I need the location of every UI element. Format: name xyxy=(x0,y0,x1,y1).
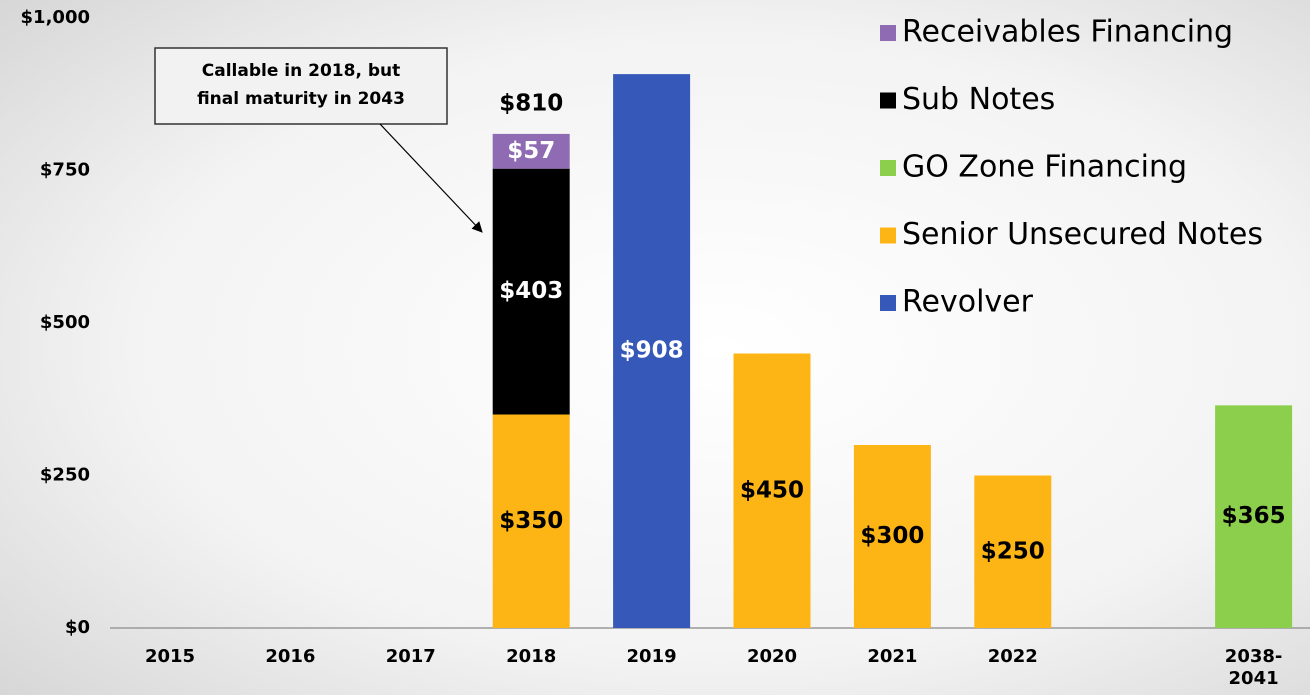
value-label: $350 xyxy=(499,508,563,534)
bar-segment xyxy=(613,74,691,629)
legend-label: Sub Notes xyxy=(902,82,1055,117)
bar-segment xyxy=(492,133,570,169)
value-label: $57 xyxy=(507,138,555,164)
legend-swatch xyxy=(880,25,896,41)
value-label: $908 xyxy=(620,338,684,364)
total-label: $810 xyxy=(499,90,563,116)
bar-segment xyxy=(492,414,570,628)
y-tick-label: $750 xyxy=(40,160,90,181)
value-label: $300 xyxy=(860,523,924,549)
x-tick-label: 2021 xyxy=(867,646,917,667)
x-tick-label: 2020 xyxy=(747,646,797,667)
bar-segment xyxy=(974,475,1052,628)
bar-segment xyxy=(733,353,811,628)
value-label: $403 xyxy=(499,278,563,304)
callout-text: final maturity in 2043 xyxy=(197,89,405,109)
x-tick-label: 2016 xyxy=(265,646,315,667)
y-tick-label: $0 xyxy=(65,617,90,638)
x-tick-label: 2017 xyxy=(386,646,436,667)
x-tick-label: 2038-2041 xyxy=(1225,646,1283,689)
x-tick-label: 2019 xyxy=(627,646,677,667)
legend-swatch xyxy=(880,227,896,244)
x-tick-label: 2018 xyxy=(506,646,556,667)
y-tick-label: $500 xyxy=(40,312,90,333)
legend-swatch xyxy=(880,92,896,109)
bar-segment xyxy=(853,445,931,628)
x-tick-label: 2015 xyxy=(145,646,195,667)
value-label: $365 xyxy=(1222,503,1286,529)
callout-text: Callable in 2018, but xyxy=(202,61,400,81)
legend-label: GO Zone Financing xyxy=(902,150,1187,185)
y-tick-label: $250 xyxy=(40,465,90,486)
bar-segment xyxy=(492,168,570,415)
legend-swatch xyxy=(880,295,896,311)
legend-swatch xyxy=(880,160,896,176)
legend-label: Revolver xyxy=(902,285,1034,320)
callout-arrow xyxy=(379,123,483,233)
x-tick-label: 2022 xyxy=(988,646,1038,667)
value-label: $250 xyxy=(981,538,1045,564)
y-tick-label: $1,000 xyxy=(21,7,90,28)
bar-segment xyxy=(1215,405,1293,628)
legend-label: Senior Unsecured Notes xyxy=(902,217,1263,252)
value-label: $450 xyxy=(740,477,804,503)
callout-box xyxy=(154,47,448,125)
legend-label: Receivables Financing xyxy=(902,15,1233,50)
